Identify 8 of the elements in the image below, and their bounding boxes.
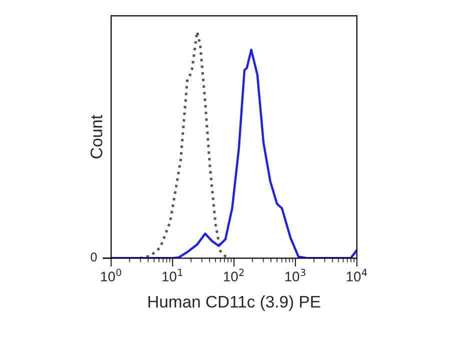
x-tick-label: 10$^{1}$: [162, 268, 182, 282]
y-axis-title: Count: [90, 114, 102, 158]
x-axis-title: Human CD11c (3.9) PE: [148, 295, 320, 311]
x-tick-label: 10$^{2}$: [224, 268, 244, 282]
x-tick-label: 10$^{3}$: [285, 268, 306, 282]
annotation: 0: [90, 252, 97, 262]
x-tick-label: 10$^{0}$: [101, 268, 122, 282]
x-tick-label: 10$^{4}$: [346, 268, 367, 282]
